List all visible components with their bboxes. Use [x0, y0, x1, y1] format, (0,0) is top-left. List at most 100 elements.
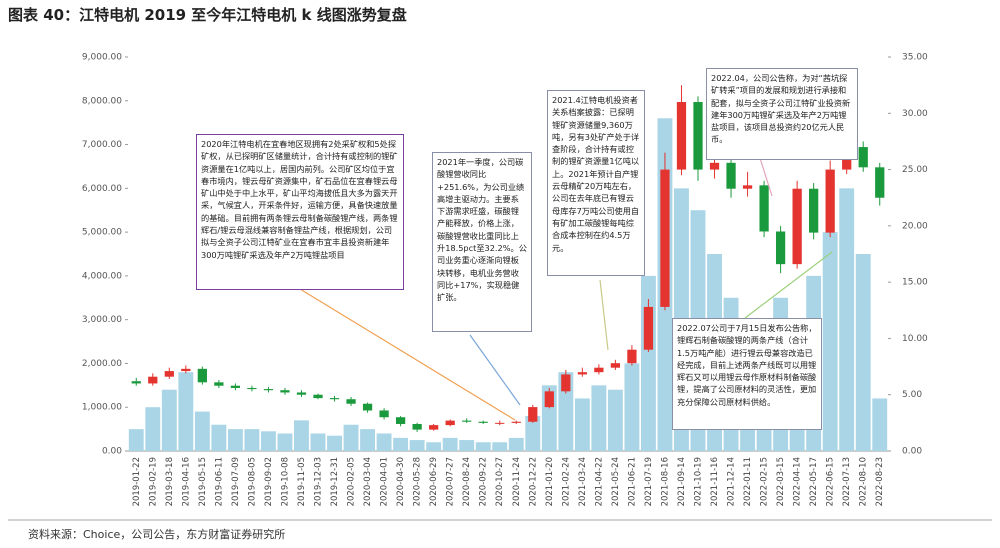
x-tick-label: 2021-09-14	[677, 457, 687, 506]
y2-tick-label: 25.00	[902, 165, 928, 175]
annotation-box: 2021.4江特电机投资者关系档案披露：已探明锂矿资源储量9,360万吨，另有3…	[547, 90, 645, 276]
x-tick-label: 2020-03-04	[363, 457, 373, 506]
candle-body	[775, 231, 786, 265]
x-tick-label: 2021-08-16	[660, 457, 670, 506]
candle-body	[511, 421, 521, 423]
x-tick-label: 2022-04-14	[793, 457, 803, 506]
y2-tick-label: 30.00	[902, 109, 928, 119]
annotation-arrow	[599, 279, 609, 351]
candle-body	[825, 169, 835, 233]
x-tick-label: 2020-10-27	[495, 457, 505, 506]
annotation-arrow	[744, 251, 833, 319]
candle-body	[561, 374, 571, 392]
volume-bar	[822, 232, 838, 451]
x-tick-label: 2019-12-03	[314, 457, 324, 506]
x-tick-label: 2022-02-15	[760, 457, 770, 506]
candle-body	[693, 102, 703, 170]
x-tick-label: 2021-04-22	[594, 457, 604, 506]
x-tick-label: 2019-11-05	[297, 457, 307, 506]
candle-body	[263, 389, 274, 391]
annotation-arrow	[759, 157, 773, 197]
x-tick-label: 2019-09-02	[264, 457, 274, 506]
y-tick-label: 1,000.00	[82, 403, 122, 413]
candle-body	[627, 349, 637, 364]
x-tick-label: 2022-08-23	[875, 457, 885, 506]
candle-body	[313, 394, 323, 399]
candle-body	[164, 371, 174, 377]
x-tick-label: 2020-11-24	[512, 457, 522, 506]
x-tick-label: 2019-01-22	[132, 457, 142, 506]
candle-body	[379, 410, 389, 418]
candle-body	[181, 368, 191, 372]
candle-body	[742, 185, 753, 189]
volume-bar	[327, 435, 342, 451]
candle-body	[247, 387, 257, 390]
candle-body	[412, 423, 422, 430]
annotation-arrow	[469, 334, 521, 406]
candle-body	[280, 390, 290, 393]
x-tick-label: 2020-07-27	[446, 457, 456, 506]
volume-bar	[261, 431, 276, 451]
volume-bar	[872, 398, 888, 451]
volume-bar	[409, 440, 425, 451]
candle-body	[197, 368, 207, 383]
volume-bar	[558, 372, 574, 451]
candle-body	[875, 167, 885, 198]
annotation-box: 2020年江特电机在宜春地区现拥有2处采矿权和5处探矿权，从已探明矿区储量统计，…	[196, 134, 404, 290]
x-tick-label: 2020-04-01	[380, 457, 390, 506]
x-tick-label: 2019-05-15	[198, 457, 208, 506]
x-tick-label: 2021-11-16	[710, 457, 720, 506]
x-tick-label: 2020-12-22	[528, 457, 538, 506]
y-tick-label: 4,000.00	[82, 271, 122, 281]
x-tick-label: 2021-12-14	[727, 457, 737, 506]
volume-bar	[161, 389, 177, 451]
volume-bar	[227, 429, 243, 451]
y-tick-label: 6,000.00	[82, 184, 122, 194]
x-tick-label: 2021-01-20	[545, 457, 555, 506]
x-tick-label: 2020-05-28	[413, 457, 423, 506]
candle-body	[395, 417, 406, 424]
candle-body	[709, 162, 720, 170]
candle-body	[346, 399, 356, 404]
candle-body	[214, 382, 224, 386]
x-tick-label: 2022-03-15	[776, 457, 786, 506]
x-tick-label: 2022-08-10	[859, 457, 869, 506]
x-tick-label: 2022-06-15	[826, 457, 836, 506]
volume-bar	[360, 429, 375, 451]
y2-tick-label: 35.00	[902, 53, 928, 63]
y-tick-label: 0.00	[102, 447, 122, 457]
source-note: 资料来源：Choice，公司公告，东方财富证券研究所	[28, 527, 285, 541]
volume-bar	[475, 442, 491, 451]
volume-bar	[624, 363, 640, 451]
x-tick-label: 2022-05-17	[809, 457, 819, 506]
x-tick-label: 2019-03-18	[165, 457, 175, 506]
volume-bar	[310, 433, 326, 451]
y2-tick-label: 15.00	[902, 278, 928, 288]
candle-body	[329, 398, 340, 400]
annotation-box: 2022.07公司于7月15日发布公告称，锂辉石制备碳酸锂的两条产线（合计1.5…	[672, 318, 822, 430]
volume-bar	[277, 433, 293, 451]
y2-tick-label: 10.00	[902, 334, 928, 344]
volume-bar	[294, 420, 309, 451]
x-tick-label: 2020-06-29	[429, 457, 439, 506]
x-tick-label: 2022-01-11	[743, 457, 753, 506]
candle-body	[478, 421, 488, 423]
y2-tick-label: 0.00	[902, 447, 922, 457]
volume-bar	[839, 188, 855, 452]
candle-body	[643, 306, 654, 350]
candle-body	[759, 185, 769, 232]
x-tick-label: 2019-08-05	[247, 457, 257, 506]
volume-bar	[426, 442, 442, 451]
candle-body	[362, 403, 373, 411]
candle-body	[296, 392, 307, 395]
volume-bar	[508, 437, 524, 451]
y-tick-label: 2,000.00	[82, 359, 122, 369]
y-tick-label: 5,000.00	[82, 228, 122, 238]
x-tick-label: 2019-10-08	[280, 457, 290, 506]
annotation-box: 2022.04，公司公告称，为对“茜坑探矿转采”项目的发展和规划进行承接和配套，…	[706, 68, 858, 160]
x-tick-label: 2019-02-19	[148, 457, 158, 506]
candle-body	[544, 391, 554, 408]
volume-bar	[442, 437, 458, 451]
volume-bar	[855, 254, 871, 451]
